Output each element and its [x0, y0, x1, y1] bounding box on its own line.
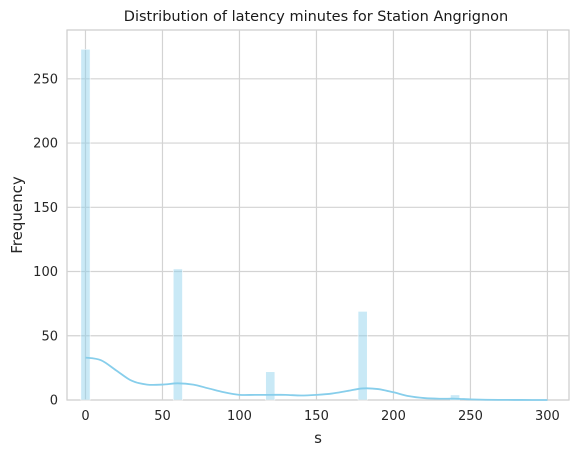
- gridlines: [67, 30, 569, 401]
- x-tick-label: 100: [227, 409, 252, 424]
- y-tick-label: 200: [33, 137, 58, 152]
- chart-title: Distribution of latency minutes for Stat…: [124, 9, 508, 25]
- x-tick-label: 50: [154, 409, 171, 424]
- y-tick-label: 100: [33, 265, 58, 280]
- y-tick-label: 0: [50, 394, 58, 409]
- y-tick-label: 250: [33, 72, 58, 87]
- histogram-bar: [357, 311, 368, 401]
- histogram-bar: [265, 371, 276, 401]
- y-tick-label: 50: [41, 329, 58, 344]
- x-tick-label: 150: [304, 409, 329, 424]
- x-axis-label: s: [314, 429, 322, 447]
- x-tick-labels: 0 50 100 150 200 250 300: [81, 409, 560, 424]
- x-tick-label: 250: [458, 409, 483, 424]
- y-tick-labels: 0 50 100 150 200 250: [33, 72, 58, 408]
- x-tick-label: 0: [81, 409, 89, 424]
- histogram-bars: [80, 48, 460, 401]
- y-axis-label: Frequency: [8, 176, 26, 254]
- plot-area: [66, 29, 570, 401]
- x-tick-label: 300: [535, 409, 560, 424]
- histogram-bar: [172, 268, 183, 401]
- histogram-bar: [450, 394, 460, 401]
- histogram-bar: [80, 48, 91, 401]
- x-tick-label: 200: [381, 409, 406, 424]
- y-tick-label: 150: [33, 201, 58, 216]
- kde-curve: [85, 356, 548, 401]
